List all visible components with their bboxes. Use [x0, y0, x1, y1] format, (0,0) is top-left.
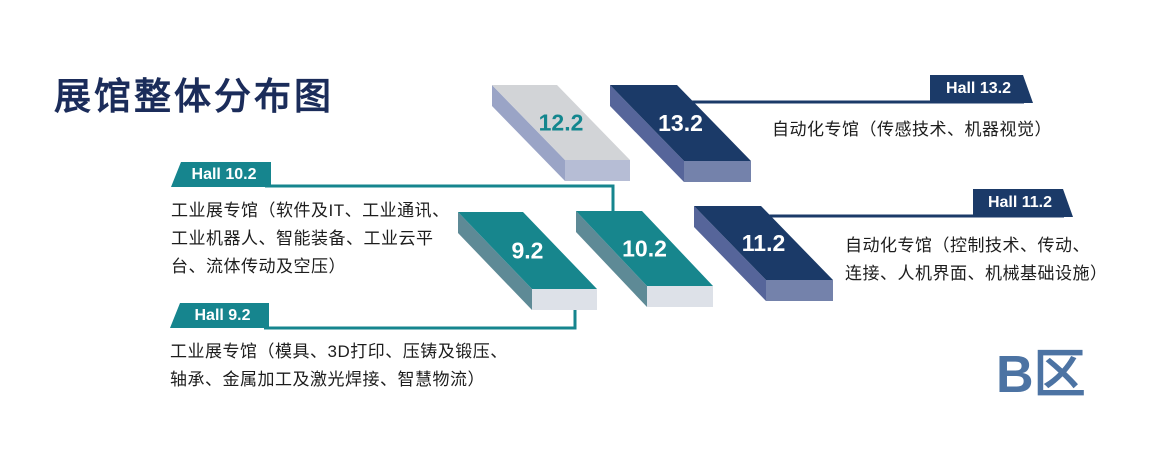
hall-block-13-2-label: 13.2: [658, 110, 703, 136]
line-hall-10-2: [265, 184, 615, 211]
hall-block-11-2-label: 11.2: [742, 230, 786, 256]
hall-block-9-2-side: [458, 212, 532, 310]
hall-block-9-2-label: 9.2: [512, 238, 544, 264]
hall-block-13-2-front: [684, 161, 751, 182]
hall-block-9-2-top: [458, 212, 597, 289]
hall-block-9-2-front: [532, 289, 597, 310]
hall-10-2-badge: Hall 10.2: [171, 162, 271, 187]
hall-block-13-2-top: [610, 85, 751, 161]
hall-9-2-badge-label: Hall 9.2: [194, 306, 251, 324]
hall-10-2-description: 工业展专馆（软件及IT、工业通讯、 工业机器人、智能装备、工业云平 台、流体传动…: [171, 201, 450, 276]
hall-13-2-badge: Hall 13.2: [930, 75, 1033, 103]
hall-block-12-2-top: [492, 85, 630, 160]
hall-9-2-description: 工业展专馆（模具、3D打印、压铸及锻压、 轴承、金属加工及激光焊接、智慧物流）: [170, 342, 508, 389]
hall-block-11-2-side: [694, 206, 766, 301]
hall-block-12-2-label: 12.2: [539, 110, 584, 136]
hall-10-2-badge-label: Hall 10.2: [191, 165, 257, 183]
hall-11-2-badge: Hall 11.2: [973, 189, 1073, 217]
hall-block-12-2-front: [565, 160, 630, 181]
hall-13-2-badge-label: Hall 13.2: [946, 80, 1011, 97]
zone-b-logo: B区: [996, 346, 1086, 404]
line-hall-9-2: [264, 308, 577, 330]
hall-block-10-2-label: 10.2: [622, 236, 667, 262]
hall-block-10-2-side: [576, 211, 647, 307]
hall-9-2-badge: Hall 9.2: [170, 303, 269, 328]
hall-block-13-2-side: [610, 85, 684, 182]
hall-block-11-2-front: [766, 280, 833, 301]
hall-block-12-2-side: [492, 85, 565, 181]
page-title: 展馆整体分布图: [54, 76, 334, 117]
hall-11-2-badge-label: Hall 11.2: [987, 194, 1053, 211]
hall-11-2-description: 自动化专馆（控制技术、传动、 连接、人机界面、机械基础设施）: [845, 236, 1108, 283]
hall-block-10-2-front: [647, 286, 713, 307]
hall-13-2-description: 自动化专馆（传感技术、机器视觉）: [772, 120, 1052, 139]
hall-block-11-2-top: [694, 206, 833, 280]
hall-block-10-2-top: [576, 211, 713, 286]
